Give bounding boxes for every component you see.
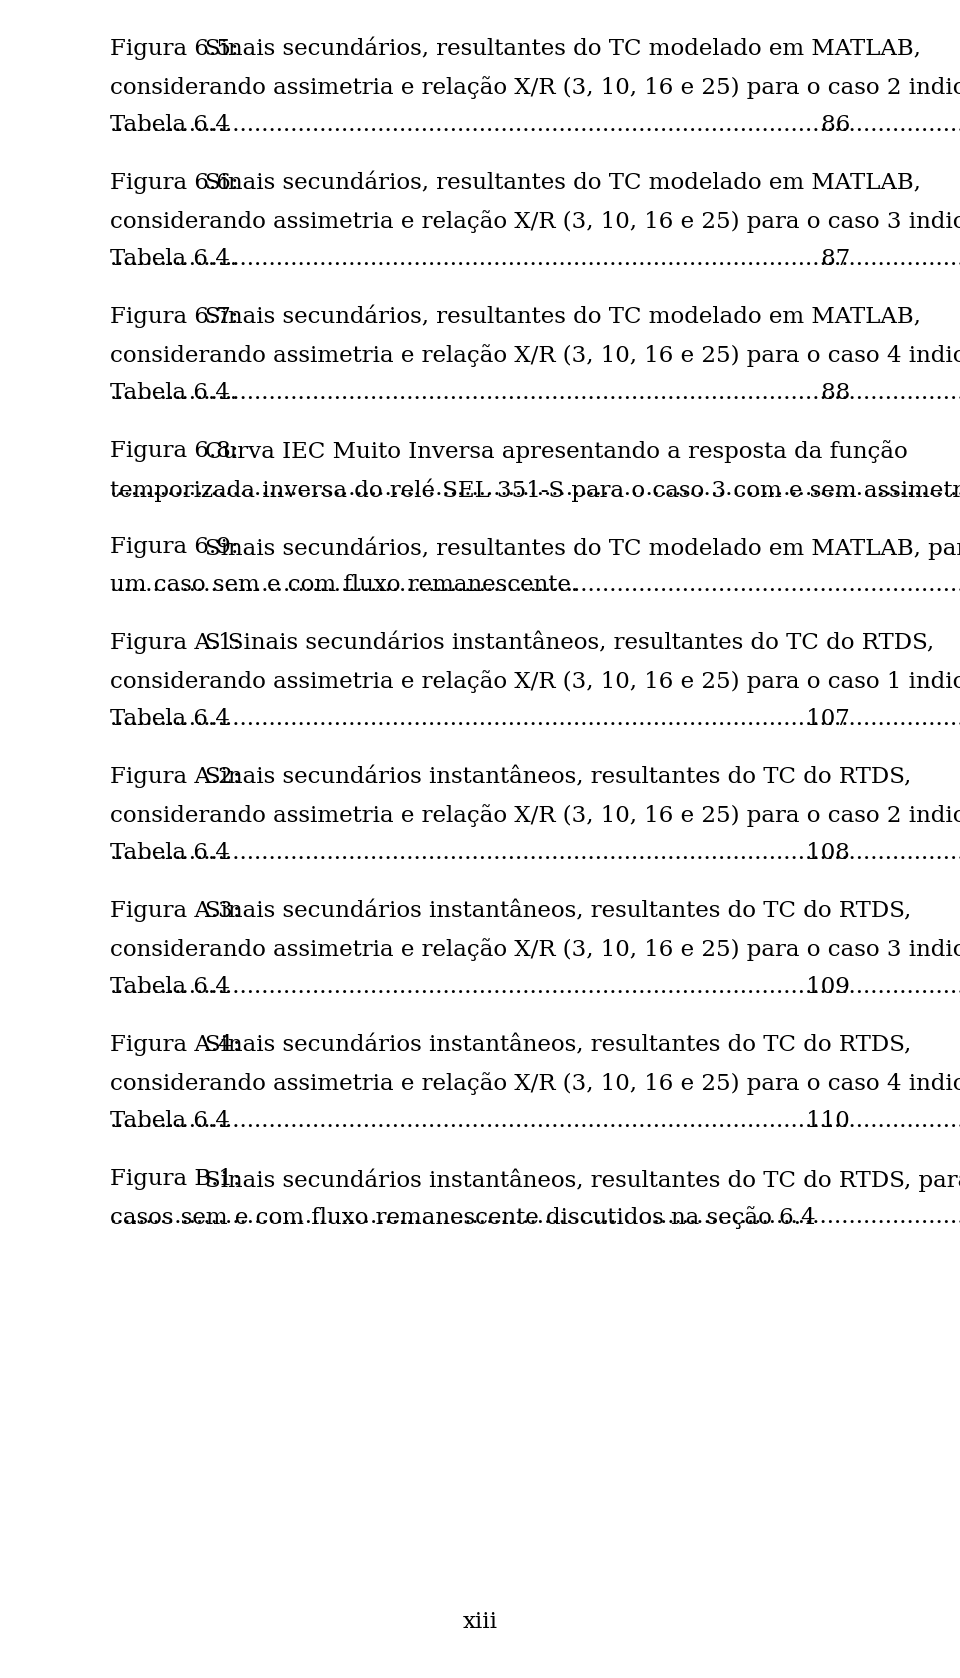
Text: considerando assimetria e relação X/R (3, 10, 16 e 25) para o caso 2 indicado na: considerando assimetria e relação X/R (3…: [110, 76, 960, 99]
Text: casos sem e com fluxo remanescente discutidos na seção 6.4: casos sem e com fluxo remanescente discu…: [110, 1206, 816, 1228]
Text: Figura A.4:: Figura A.4:: [110, 1034, 241, 1055]
Text: 111: 111: [800, 1206, 850, 1228]
Text: Tabela 6.4: Tabela 6.4: [110, 1111, 229, 1133]
Text: ................................................................................: ........................................…: [110, 842, 960, 864]
Text: Tabela 6.4.: Tabela 6.4.: [110, 383, 237, 404]
Text: temporizada inversa do relé SEL 351-S para o caso 3 com e sem assimetria: temporizada inversa do relé SEL 351-S pa…: [110, 478, 960, 502]
Text: Sinais secundários, resultantes do TC modelado em MATLAB,: Sinais secundários, resultantes do TC mo…: [205, 39, 921, 60]
Text: ................................................................................: ........................................…: [110, 114, 960, 136]
Text: Sinais secundários, resultantes do TC modelado em MATLAB,: Sinais secundários, resultantes do TC mo…: [205, 173, 921, 195]
Text: Figura A.3:: Figura A.3:: [110, 899, 241, 921]
Text: ................................................................................: ........................................…: [110, 977, 960, 998]
Text: Tabela 6.4: Tabela 6.4: [110, 977, 229, 998]
Text: Figura 6.7:: Figura 6.7:: [110, 305, 238, 327]
Text: Sinais secundários instantâneos, resultantes do TC do RTDS,: Sinais secundários instantâneos, resulta…: [205, 1034, 911, 1055]
Text: 88: 88: [814, 383, 850, 404]
Text: Figura 6.6:: Figura 6.6:: [110, 173, 239, 195]
Text: considerando assimetria e relação X/R (3, 10, 16 e 25) para o caso 4 indicado na: considerando assimetria e relação X/R (3…: [110, 1072, 960, 1096]
Text: 109: 109: [799, 977, 850, 998]
Text: Figura 6.5:: Figura 6.5:: [110, 39, 239, 60]
Text: casos sem e com fluxo remanescente discutidos na seção 6.4: casos sem e com fluxo remanescente discu…: [110, 1206, 816, 1228]
Text: Sinais secundários, resultantes do TC modelado em MATLAB, para: Sinais secundários, resultantes do TC mo…: [205, 535, 960, 559]
Text: Sinais secundários instantâneos, resultantes do TC do RTDS,: Sinais secundários instantâneos, resulta…: [205, 899, 911, 921]
Text: 87: 87: [814, 248, 850, 270]
Text: ................................................................................: ........................................…: [110, 383, 960, 404]
Text: ................................................................................: ........................................…: [110, 708, 960, 730]
Text: 92: 92: [813, 478, 850, 500]
Text: um caso sem e com fluxo remanescente.: um caso sem e com fluxo remanescente.: [110, 574, 578, 596]
Text: Sinais secundários instantâneos, resultantes do TC do RTDS, para os: Sinais secundários instantâneos, resulta…: [205, 1168, 960, 1191]
Text: considerando assimetria e relação X/R (3, 10, 16 e 25) para o caso 1 indicado na: considerando assimetria e relação X/R (3…: [110, 670, 960, 693]
Text: Figura 6.9:: Figura 6.9:: [110, 535, 239, 559]
Text: Sinais secundários instantâneos, resultantes do TC do RTDS,: Sinais secundários instantâneos, resulta…: [205, 765, 911, 789]
Text: Curva IEC Muito Inversa apresentando a resposta da função: Curva IEC Muito Inversa apresentando a r…: [205, 440, 908, 463]
Text: 93: 93: [813, 574, 850, 596]
Text: ................................................................................: ........................................…: [110, 574, 960, 596]
Text: considerando assimetria e relação X/R (3, 10, 16 e 25) para o caso 3 indicado na: considerando assimetria e relação X/R (3…: [110, 938, 960, 961]
Text: Tabela 6.4.: Tabela 6.4.: [110, 248, 237, 270]
Text: Tabela 6.4: Tabela 6.4: [110, 114, 229, 136]
Text: Figura 6.8:: Figura 6.8:: [110, 440, 238, 461]
Text: considerando assimetria e relação X/R (3, 10, 16 e 25) para o caso 3 indicado na: considerando assimetria e relação X/R (3…: [110, 210, 960, 233]
Text: xiii: xiii: [463, 1611, 497, 1633]
Text: 86: 86: [814, 114, 850, 136]
Text: Figura A.2:: Figura A.2:: [110, 765, 241, 789]
Text: S Sinais secundários instantâneos, resultantes do TC do RTDS,: S Sinais secundários instantâneos, resul…: [205, 633, 934, 654]
Text: ................................................................................: ........................................…: [110, 1111, 960, 1133]
Text: Tabela 6.4: Tabela 6.4: [110, 708, 229, 730]
Text: ................................................................................: ........................................…: [110, 478, 960, 500]
Text: 110: 110: [800, 1111, 850, 1133]
Text: Sinais secundários, resultantes do TC modelado em MATLAB,: Sinais secundários, resultantes do TC mo…: [205, 305, 921, 327]
Text: considerando assimetria e relação X/R (3, 10, 16 e 25) para o caso 4 indicado na: considerando assimetria e relação X/R (3…: [110, 344, 960, 367]
Text: ................................................................................: ........................................…: [110, 1206, 960, 1228]
Text: um caso sem e com fluxo remanescente.: um caso sem e com fluxo remanescente.: [110, 574, 578, 596]
Text: ................................................................................: ........................................…: [110, 248, 960, 270]
Text: 107: 107: [800, 708, 850, 730]
Text: 108: 108: [800, 842, 850, 864]
Text: Figura B.1:: Figura B.1:: [110, 1168, 241, 1190]
Text: Tabela 6.4: Tabela 6.4: [110, 842, 229, 864]
Text: temporizada inversa do relé SEL 351-S para o caso 3 com e sem assimetria: temporizada inversa do relé SEL 351-S pa…: [110, 478, 960, 502]
Text: Figura A.1:: Figura A.1:: [110, 633, 240, 654]
Text: considerando assimetria e relação X/R (3, 10, 16 e 25) para o caso 2 indicado na: considerando assimetria e relação X/R (3…: [110, 804, 960, 827]
